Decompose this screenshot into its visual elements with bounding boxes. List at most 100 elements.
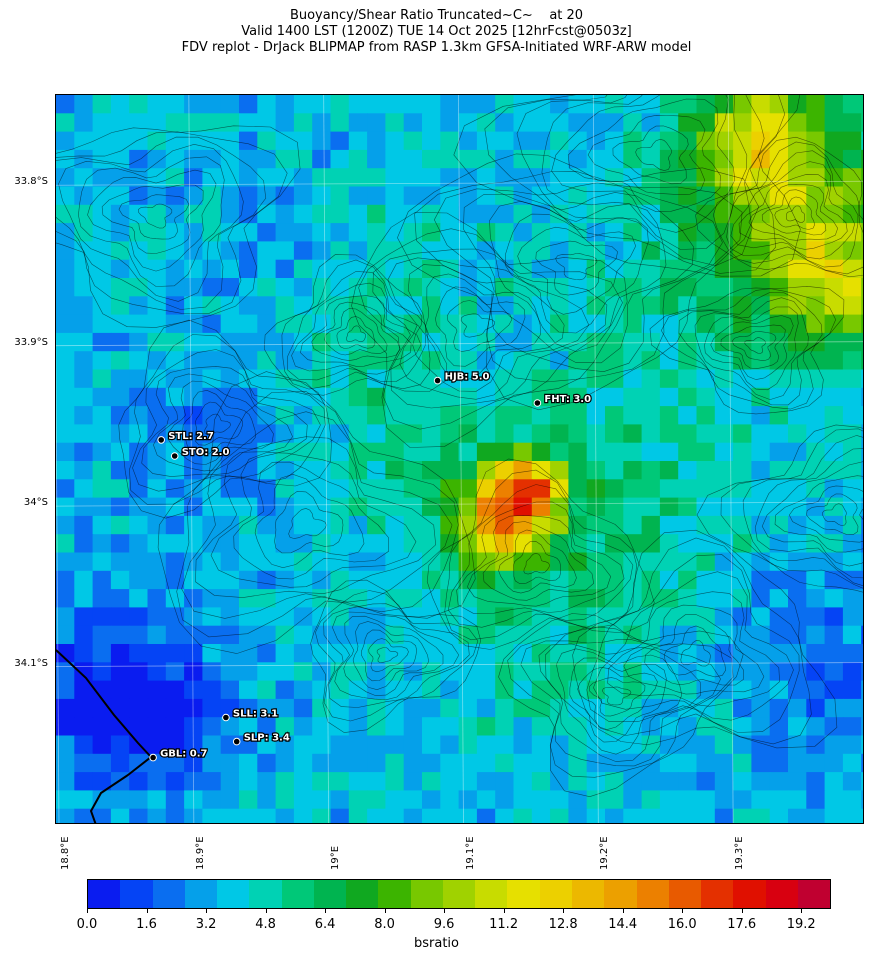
grid-cell	[513, 461, 533, 480]
latitude-gridline	[56, 662, 863, 667]
station-marker[interactable]	[170, 452, 179, 460]
grid-cell	[422, 296, 441, 316]
grid-cell	[385, 351, 405, 371]
grid-cell	[605, 442, 624, 462]
grid-cell	[147, 314, 167, 334]
grid-cell	[220, 149, 240, 169]
grid-cell	[110, 204, 130, 224]
grid-cell	[147, 186, 167, 206]
grid-cell	[348, 168, 368, 188]
station-label: STL: 2.7	[168, 431, 214, 442]
grid-cell	[367, 131, 386, 151]
grid-cell	[348, 131, 368, 151]
grid-cell	[312, 241, 332, 261]
grid-cell	[147, 717, 167, 737]
grid-cell	[605, 424, 624, 444]
colorbar-tick	[206, 909, 208, 913]
grid-cell	[568, 296, 588, 316]
grid-cell	[239, 113, 258, 133]
grid-cell	[440, 442, 460, 462]
grid-cell	[550, 259, 569, 279]
grid-cell	[513, 534, 533, 554]
grid-cell	[605, 461, 624, 480]
station-marker[interactable]	[533, 399, 542, 407]
colorbar-tick-label: 4.8	[255, 917, 276, 932]
grid-cell	[74, 680, 94, 700]
grid-cell	[531, 442, 551, 462]
grid-cell	[440, 424, 460, 444]
grid-cell	[367, 461, 386, 480]
grid-cell	[568, 406, 588, 425]
grid-cell	[92, 351, 112, 371]
grid-cell	[861, 772, 863, 791]
grid-cell	[733, 753, 752, 773]
grid-cell	[458, 607, 478, 627]
contour-line	[291, 282, 422, 375]
grid-cell	[605, 808, 624, 823]
grid-cell	[531, 808, 551, 823]
grid-cell	[495, 717, 515, 737]
grid-cell	[184, 790, 203, 810]
grid-cell	[220, 607, 240, 627]
contour-line	[233, 461, 389, 580]
grid-cell	[403, 662, 423, 682]
station-marker[interactable]	[157, 436, 165, 444]
grid-cell	[550, 186, 569, 206]
grid-cell	[129, 662, 149, 682]
station-marker[interactable]	[433, 376, 442, 385]
grid-cell	[531, 680, 551, 700]
bsratio-grid	[56, 95, 863, 823]
grid-cell	[751, 625, 771, 645]
grid-cell	[293, 168, 313, 188]
grid-cell	[769, 113, 789, 133]
grid-cell	[147, 461, 167, 480]
grid-cell	[861, 332, 863, 352]
grid-cell	[147, 552, 167, 572]
grid-cell	[220, 223, 240, 242]
grid-cell	[403, 149, 423, 169]
grid-cell	[696, 515, 716, 535]
grid-cell	[568, 552, 588, 572]
grid-cell	[165, 717, 185, 737]
grid-cell	[513, 479, 533, 499]
contour-line	[281, 259, 431, 390]
colorbar-tick-label: 16.0	[667, 917, 697, 932]
grid-cell	[806, 186, 826, 206]
grid-cell	[788, 515, 807, 535]
grid-cell	[348, 149, 368, 169]
grid-cell	[623, 113, 643, 133]
grid-cell	[275, 387, 295, 407]
grid-cell	[458, 369, 478, 389]
map-panel[interactable]: HJB: 5.0 FHT: 3.0 STL: 2.7 STO: 2.0 SLL: 3.1…	[55, 94, 864, 824]
station-marker[interactable]	[149, 753, 157, 762]
grid-cell	[385, 296, 405, 316]
grid-cell	[513, 698, 533, 718]
grid-cell	[129, 113, 149, 133]
grid-cell	[659, 424, 679, 444]
grid-cell	[312, 259, 332, 279]
grid-cell	[330, 442, 350, 462]
grid-cell	[202, 515, 222, 535]
grid-cell	[476, 241, 496, 261]
grid-cell	[202, 680, 222, 700]
grid-cell	[842, 552, 862, 572]
grid-cell	[641, 296, 661, 316]
grid-cell	[239, 589, 258, 608]
grid-cell	[678, 369, 698, 389]
grid-cell	[788, 625, 807, 645]
grid-cell	[861, 424, 863, 444]
station-marker[interactable]	[222, 713, 230, 722]
grid-cell	[605, 369, 624, 389]
grid-cell	[733, 332, 752, 352]
grid-cell	[367, 204, 386, 224]
grid-cell	[458, 149, 478, 169]
grid-cell	[147, 442, 167, 462]
station-label: GBL: 0.7	[160, 749, 207, 760]
contour-line	[535, 240, 618, 296]
grid-cell	[385, 534, 405, 554]
grid-cell	[385, 113, 405, 133]
grid-cell	[202, 552, 222, 572]
latitude-gridline	[56, 501, 863, 507]
station-marker[interactable]	[232, 737, 241, 746]
